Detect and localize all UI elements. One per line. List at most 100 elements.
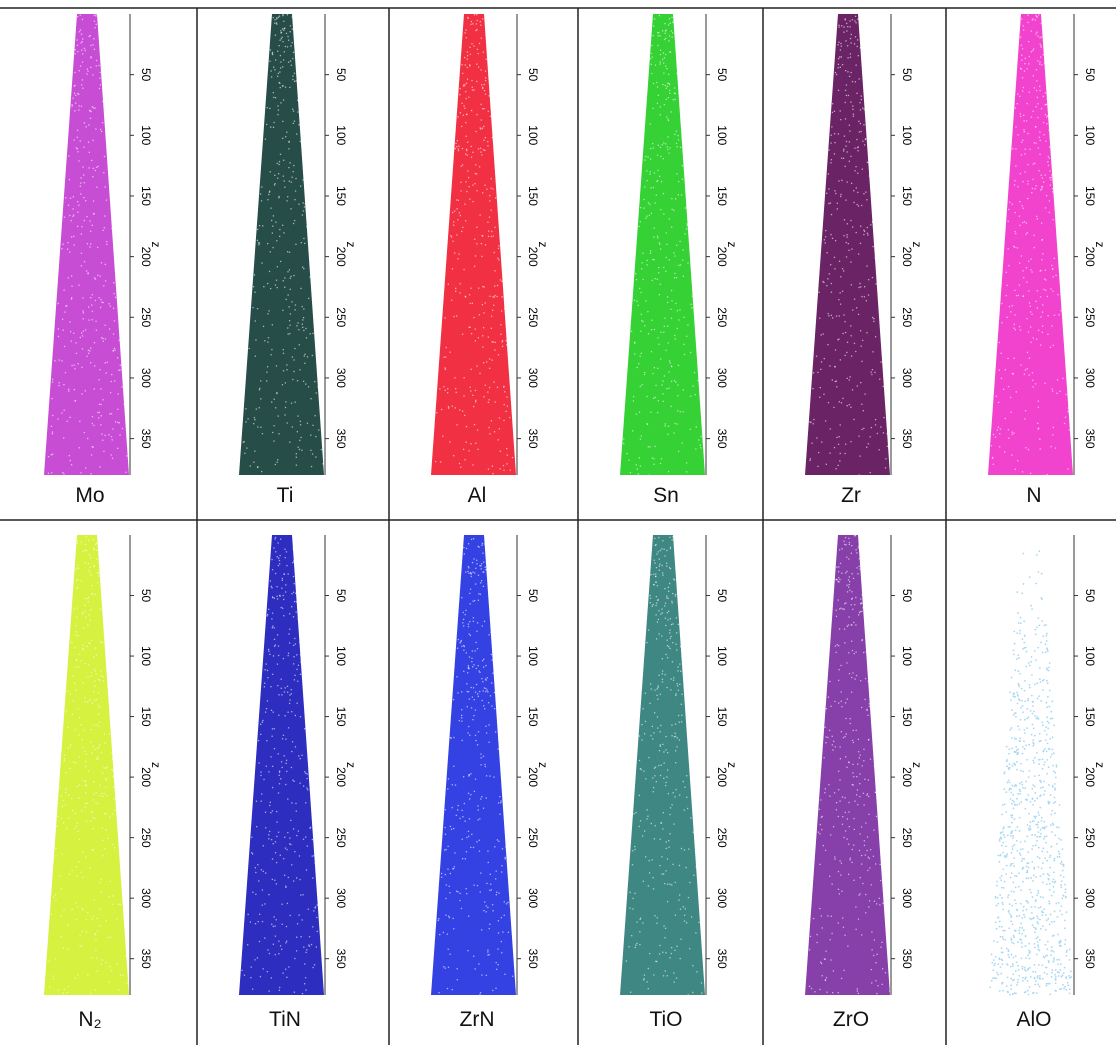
speck <box>105 372 107 374</box>
atom <box>1013 936 1015 939</box>
speck <box>498 259 500 261</box>
speck <box>453 765 455 767</box>
atom <box>1037 963 1040 966</box>
speck <box>1041 64 1043 66</box>
speck <box>996 429 998 431</box>
atom <box>1002 886 1005 889</box>
speck <box>657 698 659 700</box>
speck <box>502 464 505 467</box>
speck <box>310 943 313 946</box>
speck <box>470 145 472 148</box>
atom <box>1024 700 1027 703</box>
atom <box>1058 837 1060 840</box>
speck <box>268 990 270 992</box>
speck <box>85 792 87 794</box>
speck <box>878 449 880 451</box>
atom <box>1055 764 1058 767</box>
speck <box>469 571 472 574</box>
speck <box>853 828 856 831</box>
speck <box>461 410 464 412</box>
atom <box>1051 822 1054 825</box>
speck <box>299 140 301 143</box>
speck <box>87 569 90 572</box>
speck <box>868 906 870 908</box>
tick-label: 50 <box>334 68 348 82</box>
atom <box>1032 705 1034 707</box>
speck <box>295 464 298 466</box>
atom <box>1010 977 1013 980</box>
speck <box>78 204 80 206</box>
speck <box>674 552 676 555</box>
speck <box>291 16 293 18</box>
speck <box>492 672 494 674</box>
speck <box>244 452 246 454</box>
speck <box>274 22 276 24</box>
speck <box>462 858 464 860</box>
tick-label: 350 <box>900 949 914 969</box>
atom <box>990 979 993 982</box>
atom <box>1009 825 1011 828</box>
speck <box>316 930 318 933</box>
speck <box>659 549 662 552</box>
speck <box>292 644 295 647</box>
atom <box>999 894 1002 896</box>
speck <box>1028 290 1030 292</box>
speck <box>837 44 839 46</box>
speck <box>1017 460 1019 462</box>
speck <box>466 51 469 53</box>
speck <box>490 235 493 238</box>
speck <box>277 459 279 461</box>
speck <box>272 431 274 434</box>
speck <box>840 402 843 404</box>
atom <box>1035 937 1038 940</box>
speck <box>263 778 265 781</box>
speck <box>469 65 471 67</box>
speck <box>848 583 850 586</box>
speck <box>1027 14 1029 16</box>
speck <box>850 624 852 626</box>
speck <box>69 251 71 253</box>
atom <box>1045 883 1048 886</box>
speck <box>273 440 275 442</box>
atom <box>1026 758 1029 761</box>
speck <box>461 102 463 105</box>
speck <box>485 58 487 60</box>
atom <box>1019 841 1022 843</box>
speck <box>809 935 812 938</box>
speck <box>82 876 84 879</box>
atom <box>1017 622 1020 624</box>
speck <box>242 441 245 443</box>
speck <box>281 384 284 386</box>
speck <box>246 447 248 449</box>
speck <box>1064 416 1067 418</box>
speck <box>1019 95 1021 97</box>
speck <box>294 309 296 311</box>
speck <box>290 688 292 691</box>
speck <box>279 86 281 89</box>
speck <box>92 107 95 109</box>
speck <box>486 689 488 691</box>
speck <box>868 175 871 177</box>
atom <box>992 969 995 972</box>
speck <box>664 784 667 787</box>
atom <box>1050 824 1052 827</box>
atom <box>1010 939 1013 941</box>
atom <box>1054 982 1057 985</box>
speck <box>282 280 284 282</box>
speck <box>850 284 852 286</box>
atom <box>1021 857 1024 860</box>
speck <box>506 454 508 456</box>
speck <box>55 899 57 902</box>
speck <box>470 538 473 541</box>
speck <box>999 428 1002 430</box>
speck <box>110 454 112 456</box>
speck <box>100 299 102 301</box>
atom <box>1062 972 1065 974</box>
speck <box>498 840 500 842</box>
speck <box>650 351 653 353</box>
speck <box>863 427 865 430</box>
speck <box>83 182 85 184</box>
speck <box>92 745 94 747</box>
speck <box>471 650 473 652</box>
speck <box>315 456 317 458</box>
